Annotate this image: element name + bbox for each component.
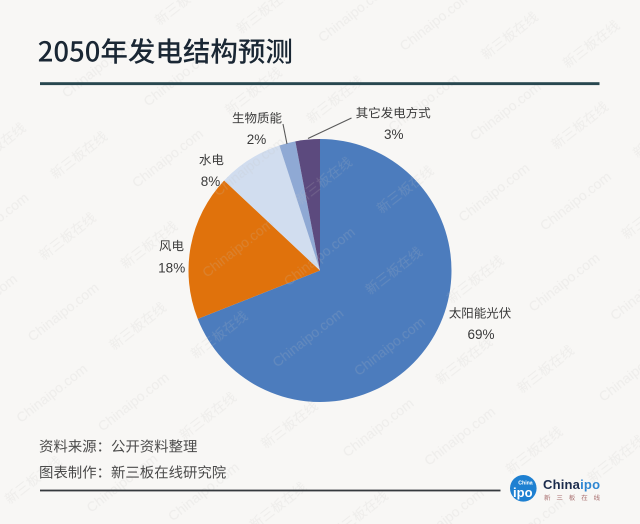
svg-text:Chinaipo.com: Chinaipo.com — [396, 0, 473, 54]
svg-text:Chinaipo: Chinaipo — [543, 477, 600, 492]
svg-text:Chinaipo.com: Chinaipo.com — [0, 271, 20, 336]
svg-text:Chinaipo.com: Chinaipo.com — [315, 0, 392, 45]
svg-text:2%: 2% — [247, 132, 267, 147]
svg-text:Chinaipo.com: Chinaipo.com — [385, 70, 462, 135]
svg-text:Chinaipo.com: Chinaipo.com — [537, 168, 614, 233]
svg-text:Chinaipo.com: Chinaipo.com — [24, 279, 101, 344]
svg-text:18%: 18% — [158, 260, 185, 275]
svg-text:Chinaipo.com: Chinaipo.com — [421, 403, 498, 468]
svg-text:Chinaipo.com: Chinaipo.com — [525, 249, 602, 314]
svg-text:Chinaipo.com: Chinaipo.com — [83, 450, 160, 515]
svg-text:Chinaipo.com: Chinaipo.com — [95, 369, 172, 434]
svg-text:Chinaipo.com: Chinaipo.com — [13, 360, 90, 425]
svg-text:Chinaipo.com: Chinaipo.com — [595, 339, 640, 404]
svg-text:8%: 8% — [201, 174, 221, 189]
svg-text:69%: 69% — [467, 327, 494, 342]
svg-text:China: China — [518, 481, 533, 487]
svg-text:Chinaipo.com: Chinaipo.com — [455, 160, 532, 225]
svg-text:3%: 3% — [384, 127, 404, 142]
svg-text:Chinaipo.com: Chinaipo.com — [339, 395, 416, 460]
svg-text:Chinaipo.com: Chinaipo.com — [466, 78, 543, 143]
svg-text:Chinaipo.com: Chinaipo.com — [165, 459, 242, 524]
svg-text:Chinaipo.com: Chinaipo.com — [607, 258, 640, 323]
svg-text:Chinaipo.com: Chinaipo.com — [0, 189, 31, 254]
svg-text:Chinaipo.com: Chinaipo.com — [129, 125, 206, 190]
svg-text:ipo: ipo — [513, 485, 533, 500]
